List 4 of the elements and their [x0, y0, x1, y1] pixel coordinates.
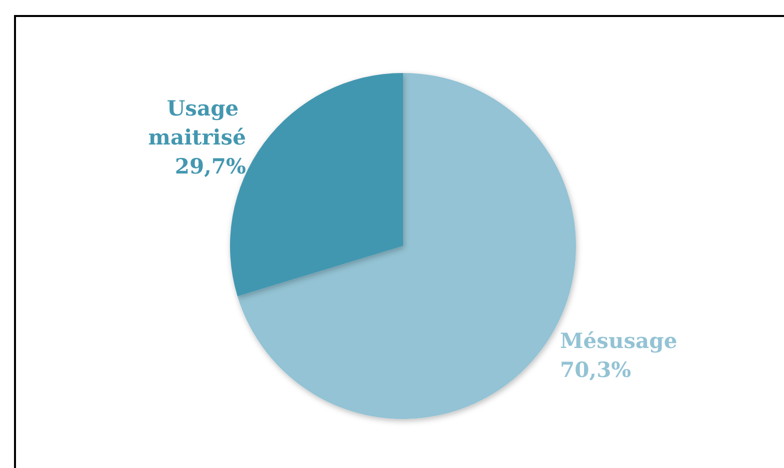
data-label: 29,7%: [174, 154, 246, 179]
slice-label: Usage maitrisé: [148, 96, 246, 150]
slice-label: Mésusage: [560, 328, 678, 353]
data-label: 70,3%: [560, 356, 632, 382]
